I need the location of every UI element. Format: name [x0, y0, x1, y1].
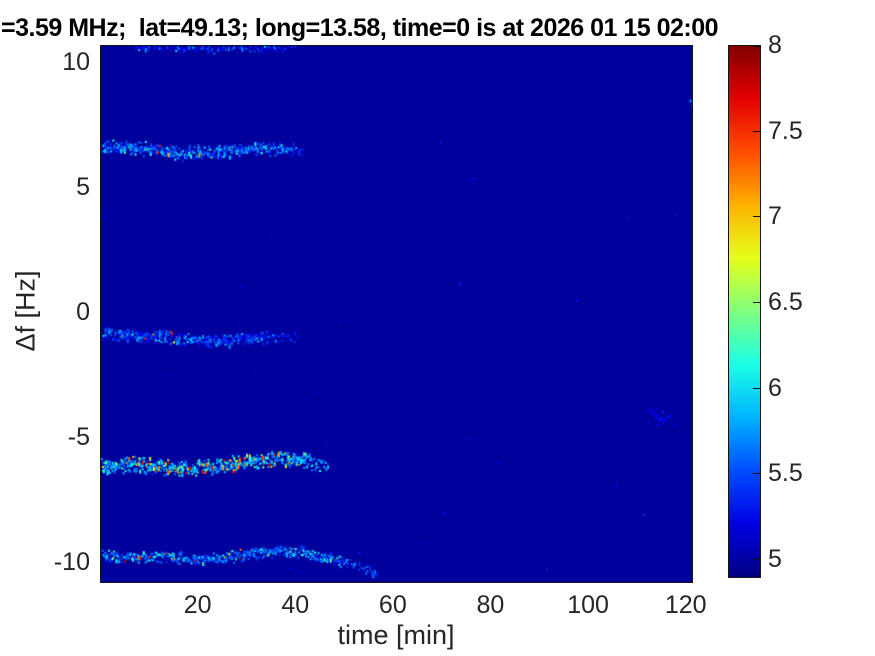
chart-title: =3.59 MHz; lat=49.13; long=13.58, time=0… [1, 14, 719, 42]
colorbar-tick-mark-6 [753, 387, 760, 389]
x-tick-label-80: 80 [476, 591, 505, 619]
colorbar-tick-label-6: 6 [768, 373, 782, 402]
y-tick-label--5: -5 [67, 423, 90, 451]
y-tick-label-10: 10 [62, 48, 90, 76]
colorbar-tick-mark-7 [753, 216, 760, 218]
colorbar [728, 45, 761, 578]
x-tick-label-60: 60 [378, 591, 407, 619]
x-tick-label-120: 120 [664, 591, 707, 619]
x-tick-label-40: 40 [281, 591, 310, 619]
colorbar-tick-label-6.5: 6.5 [768, 288, 803, 317]
colorbar-tick-mark-7.5 [753, 130, 760, 132]
colorbar-tick-label-5: 5 [768, 545, 782, 574]
colorbar-tick-label-7.5: 7.5 [768, 116, 803, 145]
colorbar-tick-label-7: 7 [768, 202, 782, 231]
x-tick-label-100: 100 [567, 591, 609, 619]
colorbar-tick-mark-5 [753, 559, 760, 561]
colorbar-tick-mark-5.5 [753, 473, 760, 475]
y-tick-label-0: 0 [76, 298, 90, 326]
x-axis-label: time [min] [337, 620, 455, 650]
y-tick-label-5: 5 [76, 173, 90, 201]
spectrogram-plot [100, 45, 693, 583]
colorbar-tick-mark-8 [753, 46, 760, 47]
y-tick-label--10: -10 [53, 548, 90, 576]
x-tick-label-20: 20 [183, 591, 212, 619]
colorbar-tick-label-8: 8 [768, 31, 782, 59]
colorbar-tick-mark-6.5 [753, 302, 760, 304]
colorbar-tick-label-5.5: 5.5 [768, 459, 803, 488]
